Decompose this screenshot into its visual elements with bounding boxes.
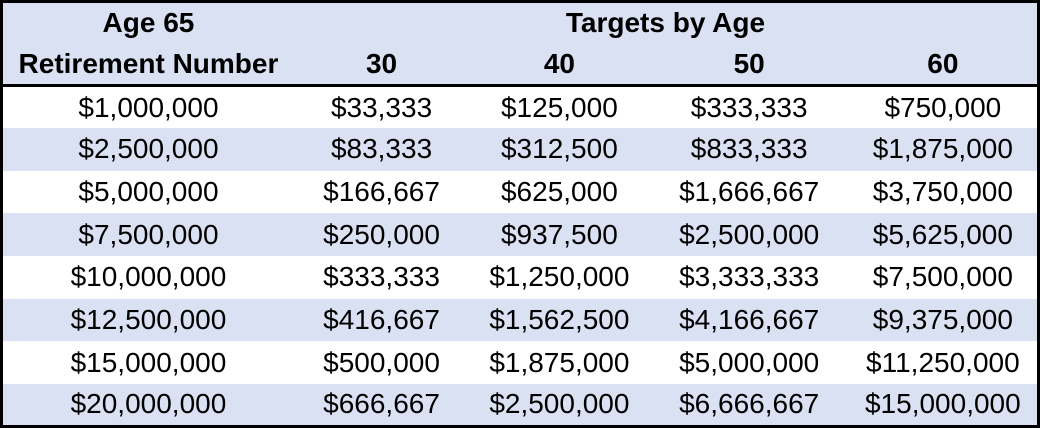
table-header: Age 65 Targets by Age Retirement Number …	[1, 1, 1039, 86]
retirement-number-cell: $20,000,000	[1, 383, 294, 427]
target-cell: $5,625,000	[848, 213, 1039, 256]
table-row: $5,000,000 $166,667 $625,000 $1,666,667 …	[1, 170, 1039, 214]
retirement-number-cell: $15,000,000	[1, 341, 294, 384]
target-cell: $333,333	[293, 256, 470, 299]
age-column-40: 40	[469, 43, 650, 86]
table-row: $7,500,000 $250,000 $937,500 $2,500,000 …	[1, 213, 1039, 256]
header-row-top: Age 65 Targets by Age	[1, 1, 1039, 44]
target-cell: $750,000	[848, 85, 1039, 129]
target-cell: $250,000	[293, 213, 470, 256]
age-column-30: 30	[293, 43, 470, 86]
target-cell: $1,875,000	[469, 341, 650, 384]
target-cell: $2,500,000	[469, 383, 650, 427]
target-cell: $666,667	[293, 383, 470, 427]
target-cell: $15,000,000	[848, 383, 1039, 427]
table-row: $20,000,000 $666,667 $2,500,000 $6,666,6…	[1, 383, 1039, 427]
target-cell: $7,500,000	[848, 256, 1039, 299]
age-column-50: 50	[649, 43, 849, 86]
retirement-number-cell: $2,500,000	[1, 128, 294, 171]
retirement-number-cell: $1,000,000	[1, 85, 294, 129]
target-cell: $9,375,000	[848, 298, 1039, 342]
table-row: $12,500,000 $416,667 $1,562,500 $4,166,6…	[1, 298, 1039, 342]
target-cell: $5,000,000	[649, 341, 849, 384]
target-cell: $6,666,667	[649, 383, 849, 427]
target-cell: $4,166,667	[649, 298, 849, 342]
table-row: $15,000,000 $500,000 $1,875,000 $5,000,0…	[1, 341, 1039, 384]
target-cell: $3,333,333	[649, 256, 849, 299]
target-cell: $312,500	[469, 128, 650, 171]
retirement-number-title: Retirement Number	[1, 43, 294, 86]
target-cell: $1,875,000	[848, 128, 1039, 171]
table-row: $10,000,000 $333,333 $1,250,000 $3,333,3…	[1, 256, 1039, 299]
target-cell: $1,250,000	[469, 256, 650, 299]
targets-by-age-group-title: Targets by Age	[293, 1, 1039, 44]
target-cell: $416,667	[293, 298, 470, 342]
retirement-number-cell: $10,000,000	[1, 256, 294, 299]
table-row: $2,500,000 $83,333 $312,500 $833,333 $1,…	[1, 128, 1039, 171]
target-cell: $500,000	[293, 341, 470, 384]
target-cell: $625,000	[469, 170, 650, 214]
target-cell: $333,333	[649, 85, 849, 129]
target-cell: $166,667	[293, 170, 470, 214]
header-row-columns: Retirement Number 30 40 50 60	[1, 43, 1039, 86]
target-cell: $125,000	[469, 85, 650, 129]
age-65-title: Age 65	[1, 1, 294, 44]
retirement-number-cell: $5,000,000	[1, 170, 294, 214]
target-cell: $33,333	[293, 85, 470, 129]
target-cell: $11,250,000	[848, 341, 1039, 384]
target-cell: $83,333	[293, 128, 470, 171]
table-body: $1,000,000 $33,333 $125,000 $333,333 $75…	[1, 85, 1039, 427]
target-cell: $1,562,500	[469, 298, 650, 342]
retirement-number-cell: $12,500,000	[1, 298, 294, 342]
target-cell: $1,666,667	[649, 170, 849, 214]
target-cell: $937,500	[469, 213, 650, 256]
table-row: $1,000,000 $33,333 $125,000 $333,333 $75…	[1, 85, 1039, 129]
target-cell: $2,500,000	[649, 213, 849, 256]
age-column-60: 60	[848, 43, 1039, 86]
retirement-number-cell: $7,500,000	[1, 213, 294, 256]
target-cell: $833,333	[649, 128, 849, 171]
target-cell: $3,750,000	[848, 170, 1039, 214]
